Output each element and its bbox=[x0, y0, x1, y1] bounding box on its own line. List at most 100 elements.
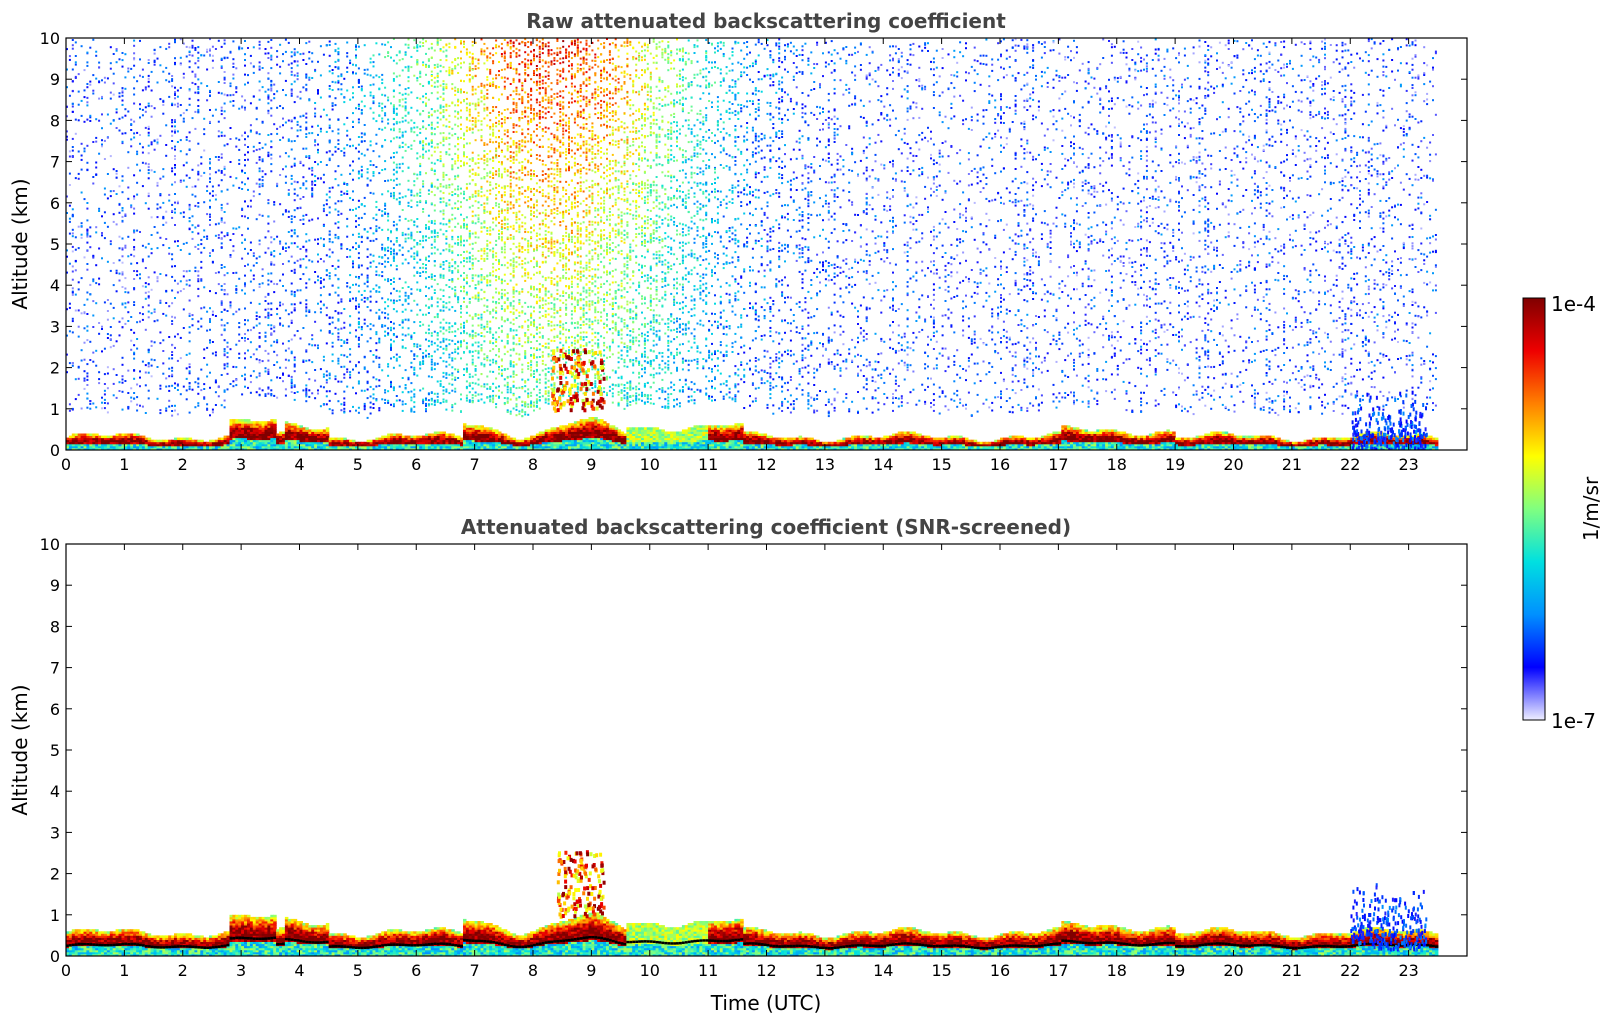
heatmap-cell bbox=[168, 385, 171, 388]
heatmap-cell bbox=[124, 437, 128, 441]
heatmap-cell bbox=[252, 423, 257, 426]
heatmap-cell bbox=[86, 101, 89, 104]
heatmap-cell bbox=[325, 370, 328, 373]
heatmap-cell bbox=[211, 249, 214, 252]
heatmap-cell bbox=[261, 86, 264, 89]
heatmap-cell bbox=[101, 401, 103, 404]
heatmap-cell bbox=[293, 443, 298, 447]
heatmap-cell bbox=[226, 435, 230, 439]
heatmap-cell bbox=[267, 387, 270, 390]
heatmap-cell bbox=[92, 256, 95, 259]
heatmap-cell bbox=[445, 365, 448, 368]
heatmap-cell bbox=[308, 447, 312, 450]
heatmap-cell bbox=[357, 447, 362, 450]
heatmap-cell bbox=[392, 443, 397, 447]
heatmap-cell bbox=[264, 48, 267, 50]
heatmap-cell bbox=[451, 265, 454, 268]
heatmap-cell bbox=[299, 429, 303, 432]
heatmap-cell bbox=[139, 312, 141, 315]
heatmap-cell bbox=[290, 352, 293, 355]
heatmap-cell bbox=[372, 403, 375, 406]
heatmap-cell bbox=[109, 338, 112, 341]
heatmap-cell bbox=[223, 57, 226, 60]
heatmap-cell bbox=[328, 206, 331, 209]
heatmap-cell bbox=[427, 66, 430, 68]
heatmap-cell bbox=[311, 338, 314, 341]
heatmap-cell bbox=[308, 439, 312, 443]
heatmap-cell bbox=[264, 295, 267, 298]
heatmap-cell bbox=[273, 435, 277, 439]
heatmap-cell bbox=[241, 257, 244, 260]
heatmap-cell bbox=[229, 127, 232, 129]
heatmap-cell bbox=[185, 447, 190, 450]
heatmap-cell bbox=[293, 74, 296, 77]
heatmap-cell bbox=[369, 401, 372, 404]
heatmap-cell bbox=[147, 74, 150, 77]
heatmap-cell bbox=[422, 323, 425, 326]
heatmap-cell bbox=[416, 447, 420, 450]
heatmap-cell bbox=[419, 41, 422, 44]
heatmap-cell bbox=[293, 431, 298, 434]
heatmap-cell bbox=[171, 445, 175, 449]
heatmap-cell bbox=[197, 164, 200, 167]
heatmap-cell bbox=[343, 390, 346, 393]
heatmap-cell bbox=[430, 447, 435, 450]
heatmap-cell bbox=[267, 441, 271, 445]
heatmap-cell bbox=[442, 261, 445, 263]
heatmap-cell bbox=[436, 63, 439, 66]
heatmap-cell bbox=[384, 202, 387, 205]
heatmap-cell bbox=[276, 376, 279, 379]
heatmap-cell bbox=[305, 121, 308, 124]
heatmap-cell bbox=[305, 266, 308, 269]
heatmap-cell bbox=[168, 399, 171, 402]
heatmap-cell bbox=[112, 82, 115, 85]
heatmap-cell bbox=[194, 49, 197, 51]
heatmap-cell bbox=[118, 117, 121, 120]
heatmap-cell bbox=[270, 379, 273, 382]
heatmap-cell bbox=[337, 139, 340, 142]
heatmap-cell bbox=[398, 128, 401, 131]
heatmap-cell bbox=[121, 378, 124, 381]
heatmap-cell bbox=[404, 149, 407, 152]
heatmap-cell bbox=[174, 173, 176, 176]
heatmap-cell bbox=[430, 334, 433, 337]
heatmap-cell bbox=[147, 439, 152, 443]
heatmap-cell bbox=[425, 267, 427, 270]
heatmap-cell bbox=[413, 46, 416, 49]
heatmap-cell bbox=[448, 433, 452, 436]
heatmap-cell bbox=[387, 313, 390, 316]
heatmap-cell bbox=[433, 264, 436, 267]
heatmap-cell bbox=[258, 387, 261, 390]
heatmap-cell bbox=[425, 349, 427, 352]
heatmap-cell bbox=[404, 439, 409, 443]
heatmap-cell bbox=[375, 218, 378, 221]
heatmap-cell bbox=[86, 443, 90, 447]
heatmap-cell bbox=[372, 192, 375, 195]
heatmap-cell bbox=[322, 223, 325, 226]
heatmap-cell bbox=[247, 329, 249, 332]
heatmap-cell bbox=[232, 425, 236, 428]
heatmap-cell bbox=[249, 381, 252, 384]
heatmap-cell bbox=[401, 131, 404, 134]
heatmap-cell bbox=[363, 68, 366, 71]
heatmap-cell bbox=[322, 204, 325, 207]
heatmap-cell bbox=[121, 439, 125, 443]
heatmap-cell bbox=[384, 212, 387, 215]
heatmap-cell bbox=[352, 439, 356, 443]
heatmap-cell bbox=[139, 376, 141, 379]
heatmap-cell bbox=[101, 328, 103, 330]
heatmap-cell bbox=[226, 188, 229, 191]
heatmap-cell bbox=[390, 299, 392, 302]
heatmap-cell bbox=[381, 325, 384, 328]
heatmap-cell bbox=[433, 66, 436, 69]
heatmap-cell bbox=[223, 117, 226, 120]
heatmap-cell bbox=[355, 147, 357, 150]
heatmap-cell bbox=[103, 139, 106, 142]
heatmap-cell bbox=[133, 441, 137, 445]
heatmap-cell bbox=[366, 183, 369, 186]
heatmap-cell bbox=[220, 333, 223, 336]
heatmap-cell bbox=[442, 400, 445, 403]
heatmap-cell bbox=[112, 344, 115, 347]
heatmap-cell bbox=[238, 431, 242, 434]
heatmap-cell bbox=[276, 185, 279, 188]
